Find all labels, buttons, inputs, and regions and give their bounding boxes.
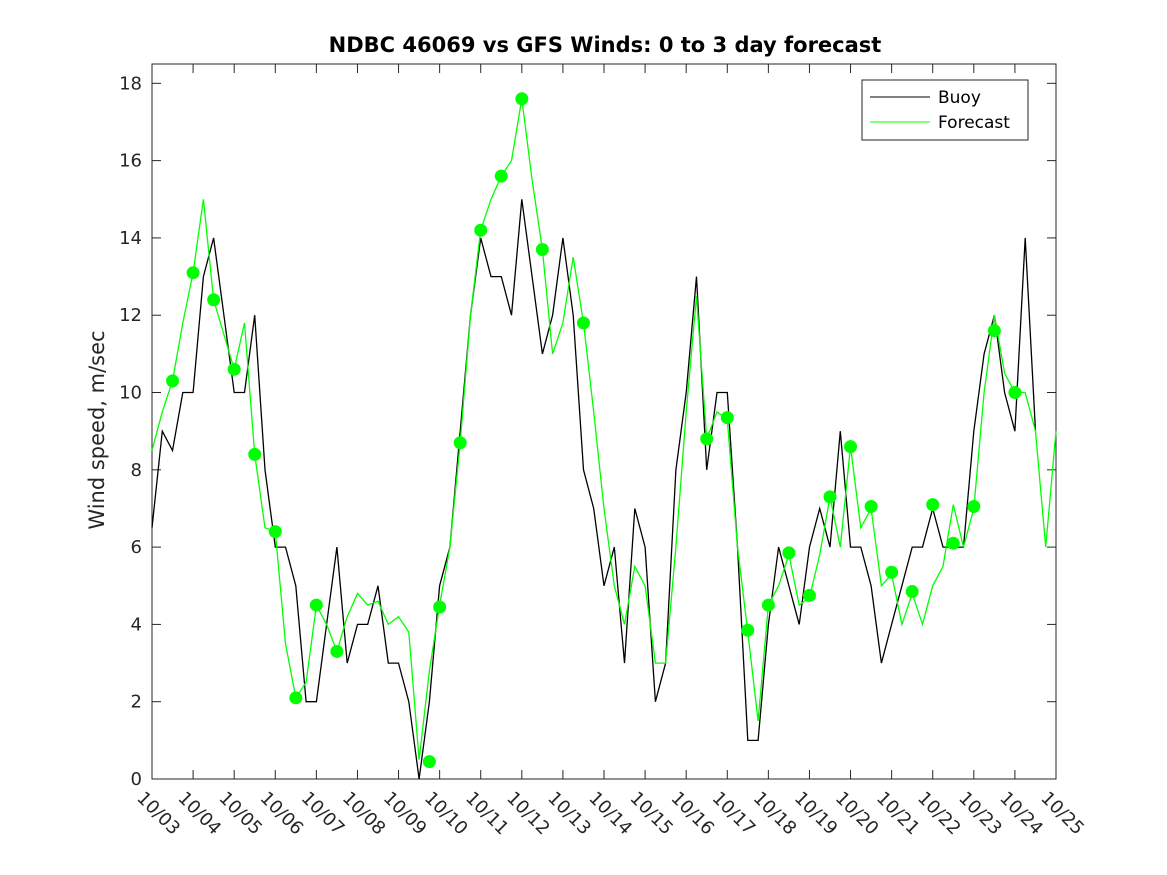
forecast-marker (576, 316, 590, 330)
y-tick-label: 8 (131, 460, 142, 481)
forecast-marker (967, 500, 981, 514)
forecast-marker (248, 447, 262, 461)
forecast-marker (946, 536, 960, 550)
forecast-marker (720, 411, 734, 425)
forecast-marker (309, 598, 323, 612)
forecast-marker (741, 623, 755, 637)
legend: Buoy Forecast (861, 79, 1029, 141)
forecast-marker (535, 243, 549, 257)
forecast-marker (700, 432, 714, 446)
forecast-marker (494, 169, 508, 183)
forecast-marker (761, 598, 775, 612)
forecast-marker (885, 565, 899, 579)
y-tick-label: 14 (119, 228, 142, 249)
forecast-marker (433, 600, 447, 614)
y-tick-label: 12 (119, 305, 142, 326)
forecast-marker (823, 490, 837, 504)
chart-title: NDBC 46069 vs GFS Winds: 0 to 3 day fore… (329, 33, 882, 57)
forecast-marker (474, 223, 488, 237)
forecast-marker (515, 92, 529, 106)
y-tick-label: 6 (131, 537, 142, 558)
forecast-marker (844, 440, 858, 454)
forecast-marker (227, 362, 241, 376)
y-tick-label: 18 (119, 73, 142, 94)
legend-buoy-label: Buoy (938, 88, 981, 108)
forecast-marker (186, 266, 200, 280)
forecast-marker (422, 755, 436, 769)
series-line-forecast (151, 98, 1057, 760)
forecast-marker (166, 374, 180, 388)
forecast-marker (802, 588, 816, 602)
forecast-marker (987, 324, 1001, 338)
forecast-marker (1008, 386, 1022, 400)
y-tick-label: 0 (131, 769, 142, 790)
forecast-marker (268, 525, 282, 539)
series-line-buoy (151, 199, 1037, 780)
y-tick-label: 10 (119, 383, 142, 404)
forecast-marker (864, 500, 878, 514)
forecast-marker (289, 691, 303, 705)
forecast-marker (926, 498, 940, 512)
y-tick-label: 2 (131, 692, 142, 713)
forecast-marker (782, 546, 796, 560)
forecast-marker (905, 585, 919, 599)
y-axis-label: Wind speed, m/sec (85, 330, 109, 529)
y-tick-label: 16 (119, 151, 142, 172)
forecast-marker (207, 293, 221, 307)
forecast-marker (453, 436, 467, 450)
forecast-marker (330, 644, 344, 658)
legend-forecast-label: Forecast (938, 113, 1010, 133)
y-tick-label: 4 (131, 614, 142, 635)
legend-box (861, 79, 1029, 141)
